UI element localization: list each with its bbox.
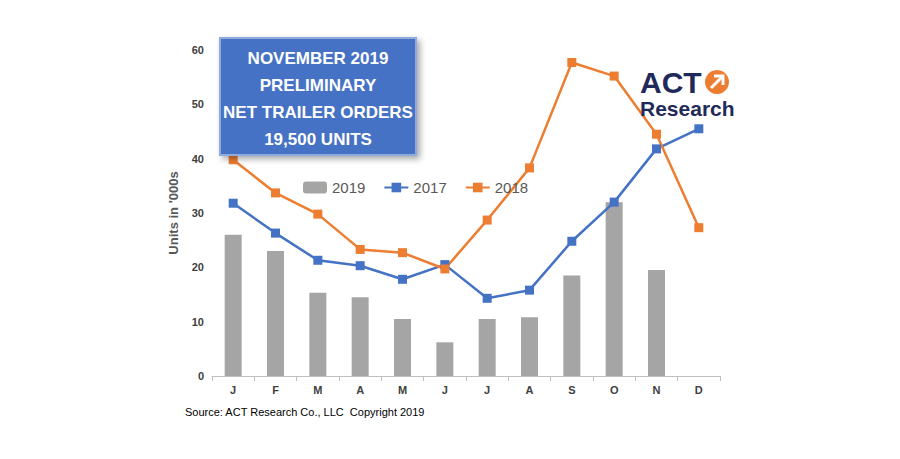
svg-text:50: 50 [192,98,204,110]
svg-text:J: J [484,384,490,396]
svg-text:0: 0 [198,370,204,382]
svg-text:S: S [568,384,575,396]
svg-text:Research: Research [640,97,735,120]
svg-text:F: F [272,384,279,396]
svg-text:M: M [313,384,322,396]
svg-text:2019: 2019 [332,179,365,196]
svg-text:J: J [442,384,448,396]
svg-text:60: 60 [192,44,204,56]
svg-text:Source: ACT Research Co., LLC: Source: ACT Research Co., LLC Copyright … [185,406,424,418]
svg-text:NOVEMBER 2019: NOVEMBER 2019 [248,49,389,68]
svg-text:Units in '000s: Units in '000s [166,171,181,254]
svg-text:2018: 2018 [495,179,528,196]
svg-text:20: 20 [192,261,204,273]
svg-text:A: A [356,384,364,396]
svg-text:M: M [398,384,407,396]
svg-text:30: 30 [192,207,204,219]
svg-text:19,500 UNITS: 19,500 UNITS [264,130,372,149]
svg-text:ACT: ACT [640,66,702,99]
svg-text:10: 10 [192,316,204,328]
svg-text:40: 40 [192,153,204,165]
svg-text:O: O [610,384,619,396]
svg-text:A: A [526,384,534,396]
svg-text:NET TRAILER ORDERS: NET TRAILER ORDERS [223,103,413,122]
svg-text:J: J [230,384,236,396]
svg-text:N: N [653,384,661,396]
svg-text:2017: 2017 [413,179,446,196]
svg-text:PRELIMINARY: PRELIMINARY [260,76,377,95]
svg-text:D: D [695,384,703,396]
